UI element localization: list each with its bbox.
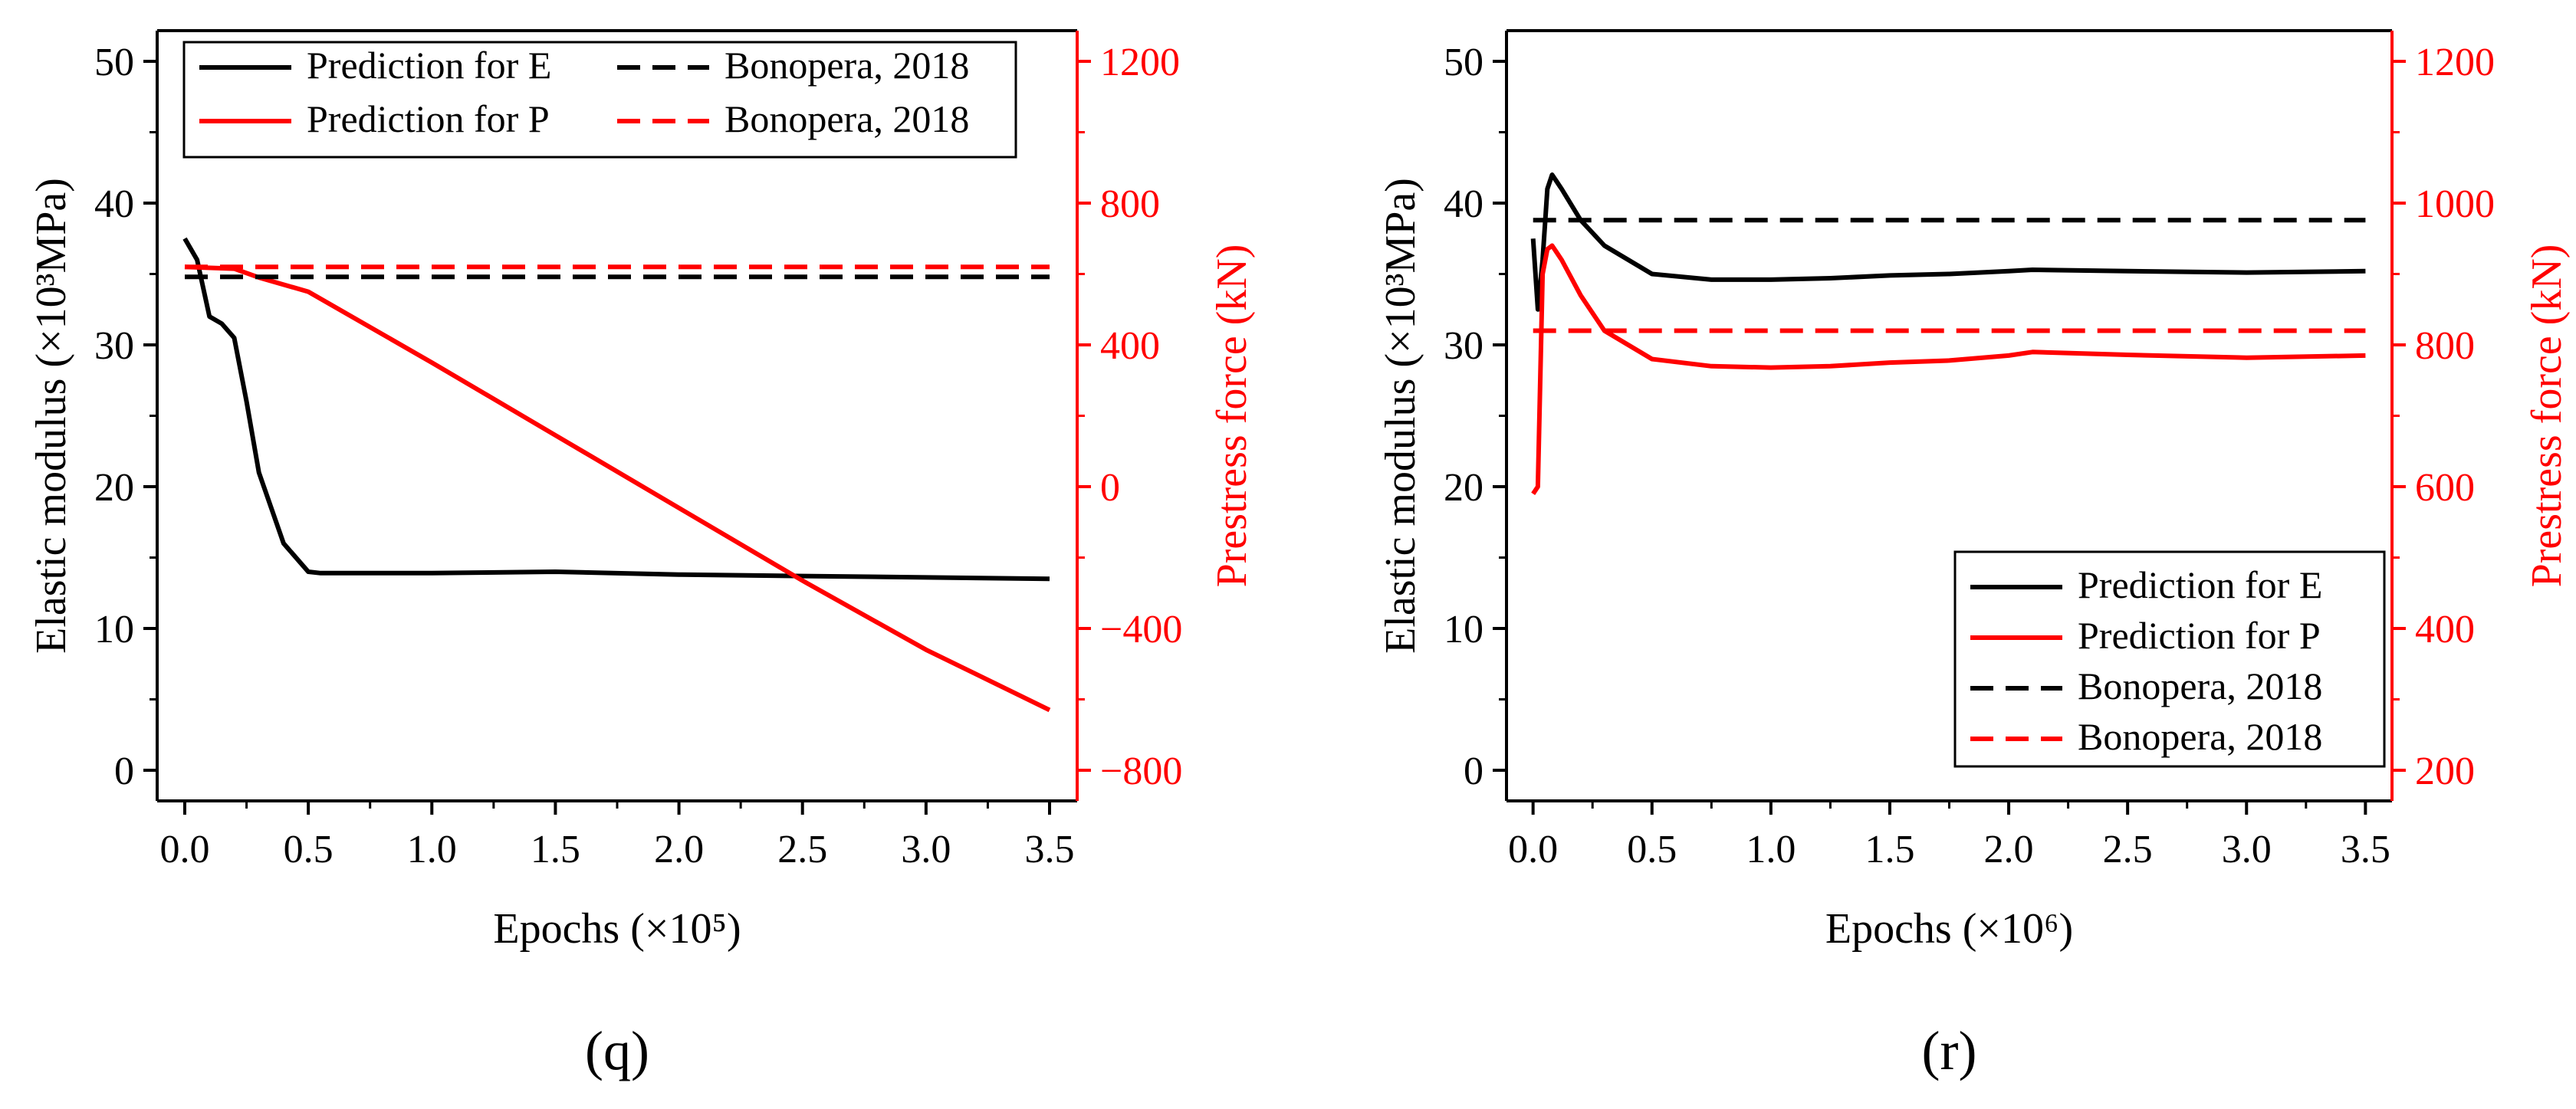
x-tick-label: 2.5 — [2103, 828, 2153, 871]
x-tick-label: 3.0 — [901, 828, 951, 871]
x-tick-label: 3.5 — [1025, 828, 1075, 871]
series-line-0 — [1530, 172, 2366, 312]
y-left-tick-label: 30 — [94, 324, 134, 368]
y-axis-left-title: Elastic modulus (×10³MPa) — [28, 178, 75, 654]
x-tick-label: 1.5 — [1865, 828, 1914, 871]
legend-label: Bonopera, 2018 — [2078, 715, 2322, 758]
y-right-tick-label: 1000 — [2415, 182, 2495, 226]
y-right-tick-label: −800 — [1100, 750, 1182, 793]
legend-label: Prediction for E — [2078, 563, 2322, 606]
x-axis-title: Epochs (×10⁵) — [493, 905, 741, 953]
y-right-tick-label: −400 — [1100, 608, 1182, 651]
y-axis-left-title: Elastic modulus (×10³MPa) — [1377, 178, 1424, 654]
panel-label: (q) — [585, 1020, 649, 1081]
x-tick-label: 1.0 — [407, 828, 457, 871]
y-right-tick-label: 1200 — [2415, 41, 2495, 84]
panel-label: (r) — [1922, 1020, 1977, 1081]
x-tick-label: 0.5 — [284, 828, 334, 871]
x-tick-label: 0.0 — [1508, 828, 1558, 871]
legend-label: Bonopera, 2018 — [2078, 664, 2322, 707]
legend-label: Prediction for P — [2078, 614, 2321, 657]
y-axis-right-title: Prestress force (kN) — [1208, 244, 1256, 588]
panel-r: 0.0 0.5 1.0 1.5 2.0 2.5 3.0 3.5 0 10 20 30 40 50 200 40… — [1377, 29, 2571, 1081]
x-tick-label: 3.0 — [2222, 828, 2272, 871]
series-line-1 — [1531, 243, 2366, 495]
series-line-0 — [182, 237, 1050, 582]
series-line-1 — [184, 264, 1051, 713]
x-tick-label: 2.5 — [777, 828, 827, 871]
y-left-tick-label: 50 — [94, 41, 134, 84]
x-tick-label: 0.5 — [1627, 828, 1677, 871]
legend-label: Bonopera, 2018 — [724, 97, 969, 140]
x-tick-label: 2.0 — [654, 828, 704, 871]
y-axis-right-title: Prestress force (kN) — [2523, 244, 2571, 588]
y-left-tick-label: 30 — [1444, 324, 1484, 368]
y-left-tick-label: 20 — [94, 466, 134, 510]
legend-label: Prediction for P — [307, 97, 550, 140]
legend: Prediction for E Prediction for P Bonopera… — [1953, 550, 2386, 768]
y-left-tick-label: 40 — [94, 182, 134, 226]
y-left-tick-label: 20 — [1444, 466, 1484, 510]
y-left-tick-label: 40 — [1444, 182, 1484, 226]
x-axis-title: Epochs (×10⁶) — [1825, 905, 2073, 953]
legend-label: Prediction for E — [307, 44, 551, 87]
legend: Prediction for E Bonopera, 2018 Prediction… — [182, 41, 1017, 159]
y-right-tick-label: 1200 — [1100, 41, 1180, 84]
x-tick-label: 3.5 — [2341, 828, 2390, 871]
y-right-tick-label: 0 — [1100, 466, 1120, 510]
x-tick-label: 0.0 — [160, 828, 210, 871]
x-tick-label: 1.5 — [531, 828, 580, 871]
legend-label: Bonopera, 2018 — [724, 44, 969, 87]
y-right-tick-label: 400 — [1100, 324, 1160, 368]
x-tick-label: 2.0 — [1984, 828, 2034, 871]
y-right-tick-label: 800 — [2415, 324, 2475, 368]
x-tick-label: 1.0 — [1746, 828, 1796, 871]
y-right-tick-label: 200 — [2415, 750, 2475, 793]
y-left-tick-label: 10 — [1444, 608, 1484, 651]
y-right-tick-label: 600 — [2415, 466, 2475, 510]
y-left-tick-label: 50 — [1444, 41, 1484, 84]
y-right-tick-label: 800 — [1100, 182, 1160, 226]
y-left-tick-label: 0 — [114, 750, 134, 793]
panel-q: 0.0 0.5 1.0 1.5 2.0 2.5 3.0 3.5 0 10 20 30 40 50 −800 −… — [28, 29, 1256, 1081]
y-right-tick-label: 400 — [2415, 608, 2475, 651]
y-left-tick-label: 0 — [1464, 750, 1484, 793]
y-left-tick-label: 10 — [94, 608, 134, 651]
legend-box — [182, 41, 1017, 159]
